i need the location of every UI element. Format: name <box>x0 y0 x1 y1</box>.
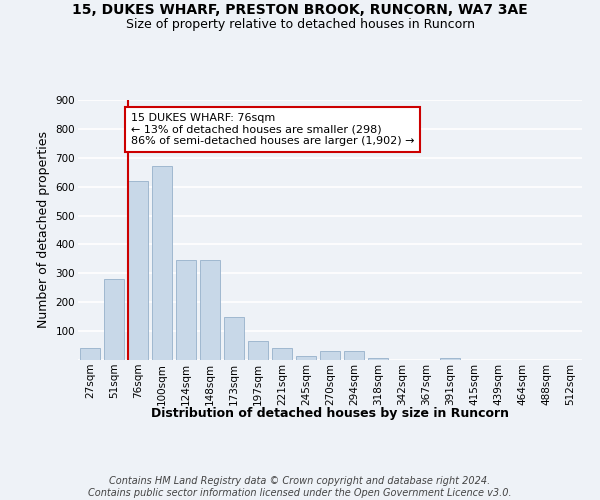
Text: Distribution of detached houses by size in Runcorn: Distribution of detached houses by size … <box>151 408 509 420</box>
Bar <box>344 352 364 360</box>
Bar <box>272 348 292 360</box>
Text: 15 DUKES WHARF: 76sqm
← 13% of detached houses are smaller (298)
86% of semi-det: 15 DUKES WHARF: 76sqm ← 13% of detached … <box>131 113 414 146</box>
Text: 15, DUKES WHARF, PRESTON BROOK, RUNCORN, WA7 3AE: 15, DUKES WHARF, PRESTON BROOK, RUNCORN,… <box>72 2 528 16</box>
Bar <box>176 260 196 360</box>
Text: Contains HM Land Registry data © Crown copyright and database right 2024.
Contai: Contains HM Land Registry data © Crown c… <box>88 476 512 498</box>
Bar <box>200 260 220 360</box>
Bar <box>248 341 268 360</box>
Bar <box>80 348 100 360</box>
Bar <box>224 317 244 360</box>
Bar <box>440 358 460 360</box>
Bar <box>320 352 340 360</box>
Y-axis label: Number of detached properties: Number of detached properties <box>37 132 50 328</box>
Bar <box>296 356 316 360</box>
Bar <box>368 358 388 360</box>
Bar <box>104 279 124 360</box>
Text: Size of property relative to detached houses in Runcorn: Size of property relative to detached ho… <box>125 18 475 31</box>
Bar <box>128 181 148 360</box>
Bar <box>152 166 172 360</box>
